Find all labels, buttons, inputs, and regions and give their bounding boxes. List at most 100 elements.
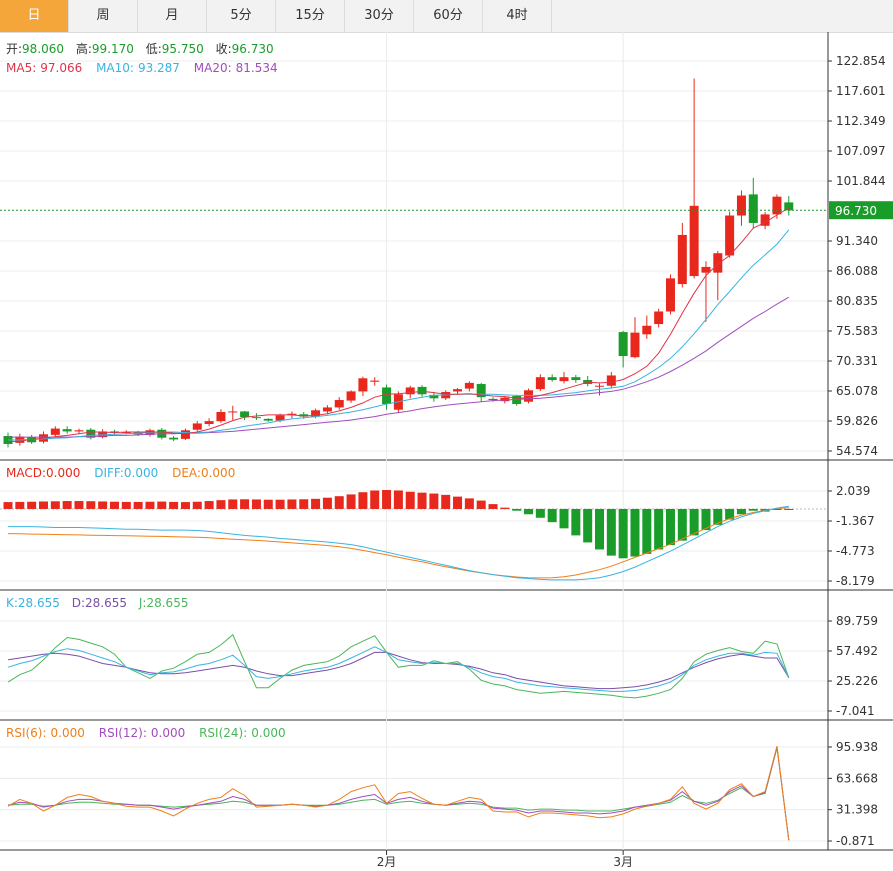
rsi-tick-label: 31.398	[836, 803, 878, 817]
macd-bar	[133, 501, 143, 509]
candle-body	[382, 387, 392, 405]
macd-bar	[322, 497, 332, 509]
candle-body	[642, 325, 652, 335]
candle-body	[500, 397, 510, 402]
tab-7[interactable]: 4时	[483, 0, 552, 32]
price-tick-label: 117.601	[836, 84, 886, 98]
macd-bar	[275, 499, 285, 509]
candle-body	[595, 385, 604, 387]
current-price-tag	[829, 201, 893, 220]
macd-bar	[216, 500, 226, 509]
tab-2[interactable]: 月	[138, 0, 207, 32]
kdj-d-line	[7, 651, 790, 690]
macd-bar	[677, 508, 687, 541]
macd-bar	[713, 508, 723, 525]
candle-body	[204, 421, 214, 425]
kdj-tick-label: 57.492	[836, 644, 878, 658]
tab-6[interactable]: 60分	[414, 0, 483, 32]
macd-bar	[299, 499, 309, 509]
current-price-label: 96.730	[835, 204, 877, 218]
candle-body	[772, 196, 782, 215]
macd-bar	[464, 498, 474, 509]
price-tick-label: 107.097	[836, 144, 886, 158]
tab-1[interactable]: 周	[69, 0, 138, 32]
tab-3[interactable]: 5分	[207, 0, 276, 32]
macd-bar	[453, 496, 463, 509]
macd-bar	[748, 508, 758, 511]
macd-bar	[145, 501, 155, 509]
candle-body	[677, 234, 687, 285]
candle-body	[287, 413, 297, 415]
candle-body	[322, 407, 332, 412]
macd-bar	[665, 508, 675, 546]
candle-body	[725, 215, 735, 256]
macd-bar	[50, 501, 60, 509]
macd-bar	[38, 501, 48, 509]
candle-body	[74, 430, 84, 432]
macd-bar	[630, 508, 640, 557]
candle-body	[240, 411, 250, 418]
macd-bar	[334, 496, 344, 509]
price-tick-label: 101.844	[836, 174, 886, 188]
macd-bar	[346, 494, 356, 509]
tab-0[interactable]: 日	[0, 0, 69, 32]
candle-body	[86, 429, 96, 438]
chart-grid	[0, 32, 893, 851]
macd-bar	[559, 508, 569, 529]
candle-body	[654, 311, 664, 325]
candle-body	[275, 415, 285, 421]
macd-bar	[228, 499, 238, 509]
kdj-tick-label: 89.759	[836, 614, 878, 628]
macd-bar	[311, 498, 321, 509]
candle-body	[50, 428, 60, 435]
macd-bar	[62, 501, 72, 509]
macd-bar	[3, 502, 13, 509]
candle-body	[228, 411, 238, 413]
candle-body	[121, 432, 131, 434]
rsi-legend: RSI(6): 0.000 RSI(12): 0.000 RSI(24): 0.000	[6, 726, 286, 740]
rsi-tick-label: -0.871	[836, 834, 875, 848]
price-tick-label: 122.854	[836, 54, 886, 68]
tab-4[interactable]: 15分	[276, 0, 345, 32]
candle-body	[263, 418, 273, 421]
chart-axis: 122.854 117.601 112.349 107.097 101.844 91.34…	[377, 32, 886, 869]
candle-body	[429, 394, 439, 399]
dea-line	[7, 507, 789, 579]
macd-tick-label: 2.039	[836, 484, 870, 498]
ma-legend: MA5: 97.066 MA10: 93.287 MA20: 81.534	[6, 61, 278, 75]
macd-legend: MACD:0.000 DIFF:0.000 DEA:0.000	[6, 466, 235, 480]
candle-body	[251, 417, 261, 419]
macd-tick-label: -8.179	[836, 574, 875, 588]
candle-body	[512, 396, 522, 405]
macd-bar	[583, 508, 593, 543]
candle-body	[453, 389, 463, 392]
candle-body	[311, 410, 321, 417]
month-label: 3月	[613, 855, 633, 869]
candle-body	[736, 195, 746, 216]
macd-bar	[736, 508, 746, 515]
macd-bar	[535, 508, 545, 518]
macd-bar	[642, 508, 652, 554]
candle-body	[216, 412, 226, 422]
candle-body	[358, 378, 368, 392]
macd-bar	[689, 508, 699, 536]
candle-body	[784, 202, 794, 211]
macd-tick-label: -1.367	[836, 514, 875, 528]
candle-body	[334, 400, 344, 408]
ohlc-legend: 开:98.060 高:99.170 低:95.750 收:96.730	[6, 41, 274, 56]
tab-5[interactable]: 30分	[345, 0, 414, 32]
macd-bar	[606, 508, 616, 556]
candle-body	[524, 390, 534, 402]
macd-bar	[109, 501, 119, 509]
candle-body	[476, 384, 486, 398]
macd-bar	[417, 492, 427, 509]
macd-bar	[405, 491, 415, 509]
stock-chart: 96.730 122.854 117.601 112.349 107.097 101.8…	[0, 32, 893, 869]
price-tick-label: 112.349	[836, 114, 886, 128]
candle-body	[98, 431, 108, 438]
rsi-tick-label: 95.938	[836, 740, 878, 754]
candle-body	[701, 266, 711, 273]
macd-bar	[251, 499, 261, 509]
macd-bar	[370, 490, 380, 509]
candle-body	[169, 437, 179, 440]
